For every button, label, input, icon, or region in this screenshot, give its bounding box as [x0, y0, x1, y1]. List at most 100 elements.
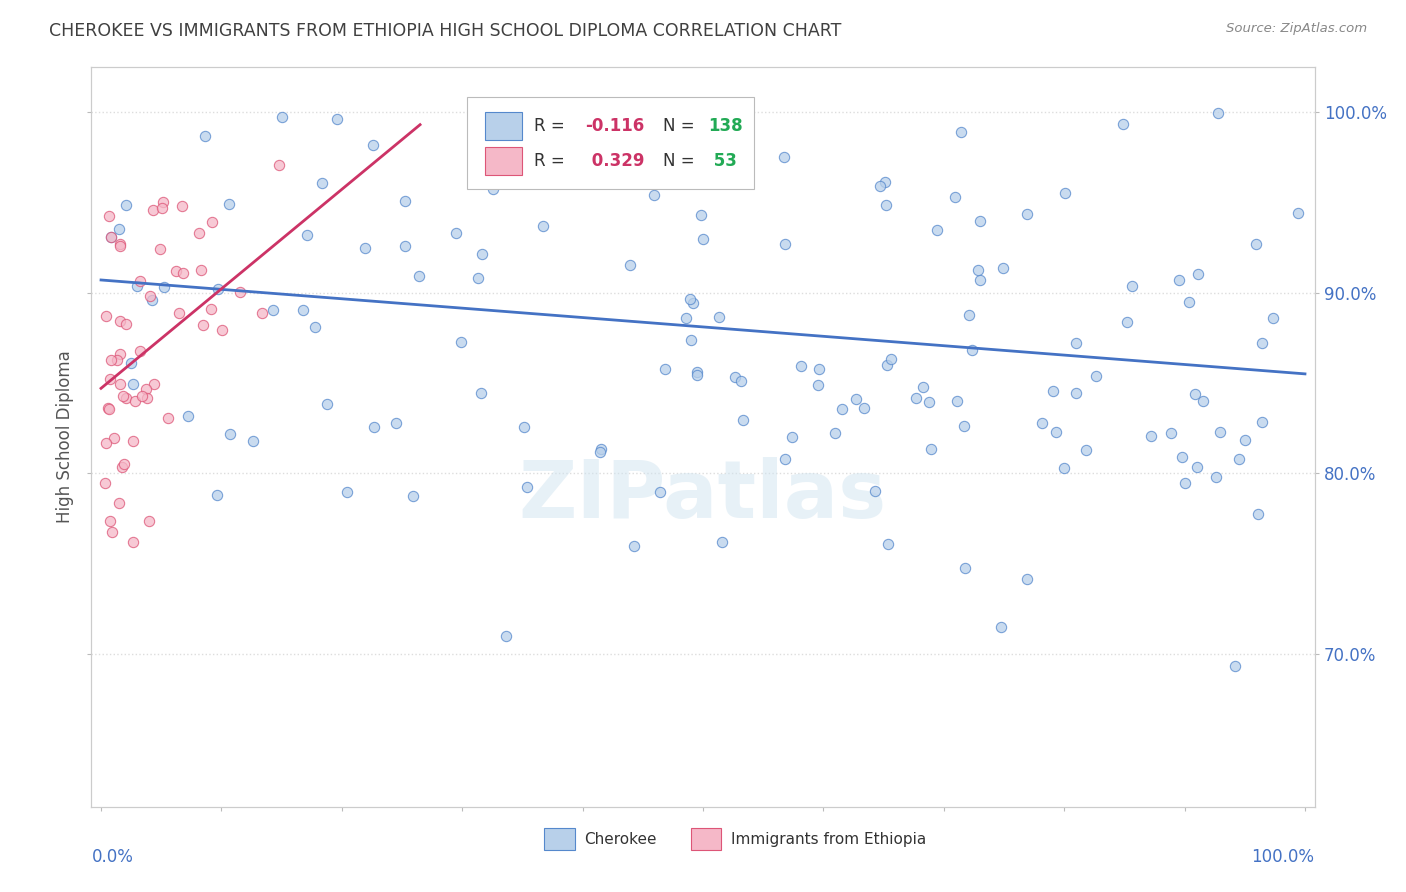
- Point: [1233, 433, 1256, 447]
- Point: [112, 457, 135, 471]
- Text: 53: 53: [707, 152, 737, 169]
- Point: [193, 318, 215, 333]
- Point: [920, 442, 942, 456]
- Point: [654, 362, 676, 376]
- Point: [1053, 461, 1076, 475]
- Text: N =: N =: [662, 152, 700, 169]
- FancyBboxPatch shape: [467, 96, 755, 189]
- Point: [869, 178, 891, 193]
- Point: [1167, 273, 1189, 287]
- Point: [707, 310, 730, 324]
- Point: [143, 376, 166, 391]
- Point: [904, 391, 927, 405]
- Point: [408, 268, 430, 283]
- Point: [943, 190, 966, 204]
- Point: [177, 409, 200, 423]
- Point: [121, 535, 143, 549]
- Point: [1227, 451, 1250, 466]
- Point: [150, 201, 173, 215]
- Point: [124, 394, 146, 409]
- Point: [876, 358, 898, 372]
- Point: [169, 305, 191, 319]
- Text: Immigrants from Ethiopia: Immigrants from Ethiopia: [731, 831, 927, 847]
- Point: [129, 344, 152, 359]
- Point: [121, 434, 143, 448]
- Point: [108, 237, 131, 252]
- Point: [516, 480, 538, 494]
- Point: [363, 419, 385, 434]
- Point: [100, 230, 122, 244]
- Point: [482, 182, 505, 196]
- Point: [242, 434, 264, 448]
- Point: [100, 514, 122, 528]
- Point: [156, 411, 179, 425]
- Y-axis label: High School Diploma: High School Diploma: [56, 351, 75, 524]
- Point: [336, 484, 359, 499]
- Point: [1042, 384, 1064, 399]
- Point: [1066, 386, 1088, 401]
- Text: Cherokee: Cherokee: [585, 831, 657, 847]
- Point: [97, 402, 120, 417]
- Point: [1031, 416, 1053, 430]
- Point: [969, 214, 991, 228]
- Point: [650, 484, 672, 499]
- Point: [1045, 425, 1067, 440]
- Point: [101, 525, 124, 540]
- Point: [1160, 426, 1182, 441]
- Point: [918, 395, 941, 409]
- Point: [1121, 279, 1143, 293]
- Point: [589, 445, 612, 459]
- Point: [218, 196, 240, 211]
- Point: [326, 112, 349, 127]
- Point: [141, 293, 163, 308]
- Point: [531, 219, 554, 233]
- Point: [103, 431, 125, 445]
- Point: [1205, 470, 1227, 484]
- Point: [97, 401, 120, 416]
- Point: [1178, 295, 1201, 310]
- Point: [1208, 106, 1230, 120]
- Point: [682, 296, 704, 310]
- Point: [686, 368, 709, 382]
- Point: [946, 394, 969, 409]
- Point: [1116, 315, 1139, 329]
- Point: [1187, 459, 1209, 474]
- Point: [152, 280, 174, 294]
- Point: [1223, 658, 1246, 673]
- Point: [780, 430, 803, 444]
- Point: [1184, 387, 1206, 401]
- Point: [295, 227, 318, 242]
- Point: [269, 158, 291, 172]
- Point: [205, 488, 228, 502]
- Point: [962, 343, 984, 357]
- Point: [311, 176, 333, 190]
- Point: [730, 374, 752, 388]
- Text: 0.0%: 0.0%: [91, 848, 134, 866]
- Point: [877, 537, 900, 551]
- Point: [385, 416, 408, 430]
- Point: [773, 150, 796, 164]
- Point: [100, 353, 122, 368]
- Point: [875, 198, 897, 212]
- Point: [190, 263, 212, 277]
- Point: [250, 306, 273, 320]
- Point: [1209, 425, 1232, 440]
- Point: [115, 391, 138, 405]
- Point: [110, 376, 132, 391]
- Point: [353, 241, 375, 255]
- Point: [98, 209, 121, 223]
- Point: [807, 378, 830, 392]
- Point: [401, 489, 423, 503]
- FancyBboxPatch shape: [690, 828, 721, 850]
- Point: [1251, 415, 1274, 429]
- Point: [128, 274, 150, 288]
- Point: [845, 392, 868, 407]
- Point: [122, 376, 145, 391]
- Point: [696, 171, 718, 186]
- Point: [544, 158, 567, 172]
- Point: [880, 351, 903, 366]
- Text: N =: N =: [662, 117, 700, 135]
- Point: [731, 412, 754, 426]
- Point: [262, 303, 284, 318]
- Point: [1247, 507, 1270, 521]
